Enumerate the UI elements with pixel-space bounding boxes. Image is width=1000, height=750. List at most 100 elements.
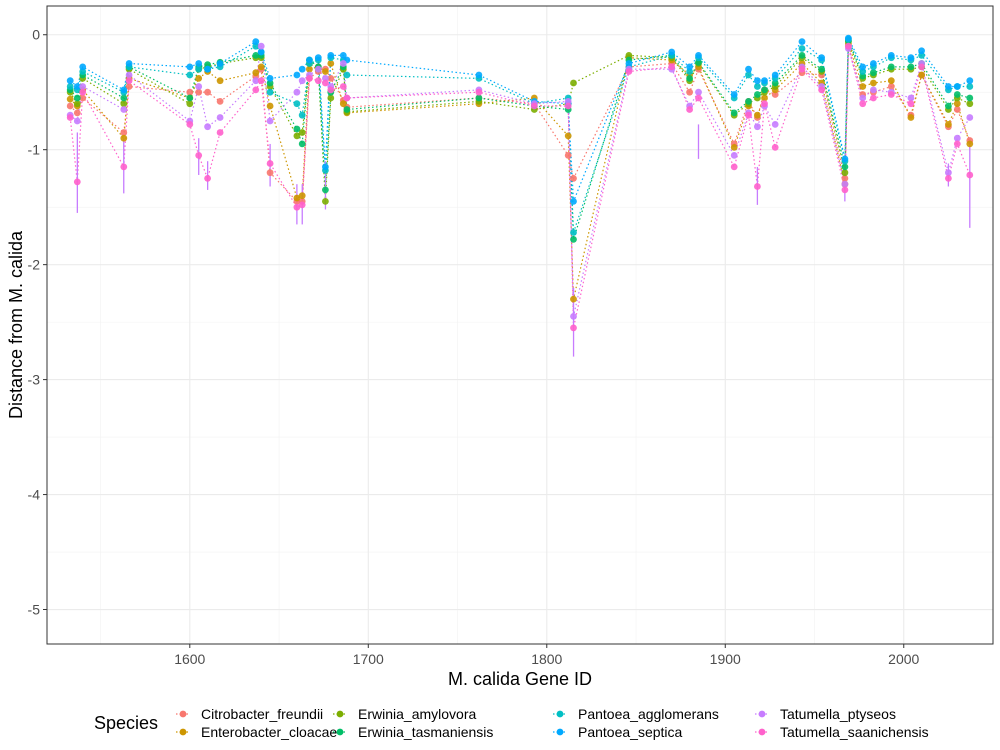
data-point xyxy=(266,75,274,82)
data-point xyxy=(887,91,895,98)
data-point xyxy=(120,86,128,94)
data-point xyxy=(945,175,952,182)
data-point xyxy=(686,75,693,82)
data-point xyxy=(530,102,538,110)
data-point xyxy=(322,186,329,194)
data-point xyxy=(761,100,768,108)
data-point xyxy=(745,98,752,105)
data-point xyxy=(761,86,768,94)
data-point xyxy=(314,65,322,73)
data-point xyxy=(730,91,738,98)
data-point xyxy=(966,94,974,102)
data-point xyxy=(298,201,306,209)
data-point xyxy=(186,63,194,71)
data-point xyxy=(953,134,961,142)
y-tick-label: -2 xyxy=(28,257,41,273)
data-point xyxy=(298,77,306,85)
data-point xyxy=(120,163,128,171)
data-point xyxy=(204,123,212,131)
data-point xyxy=(293,132,301,140)
data-point xyxy=(730,109,738,117)
data-point xyxy=(343,94,351,102)
data-point xyxy=(322,198,329,205)
data-point xyxy=(730,152,738,159)
legend-key-point xyxy=(758,710,766,718)
legend-label: Tatumella_saanichensis xyxy=(780,724,929,740)
data-point xyxy=(887,63,895,71)
data-point xyxy=(73,178,81,186)
data-point xyxy=(293,194,301,202)
data-point xyxy=(918,47,925,55)
data-point xyxy=(186,121,194,128)
data-point xyxy=(754,123,761,131)
data-point xyxy=(730,163,738,171)
data-point xyxy=(306,75,313,82)
data-point xyxy=(841,163,849,171)
data-point xyxy=(907,114,915,121)
legend-label: Tatumella_ptyseos xyxy=(780,706,896,722)
data-point xyxy=(730,144,738,151)
data-point xyxy=(475,88,483,96)
major-gridlines xyxy=(47,6,993,644)
data-point xyxy=(570,79,577,87)
data-point xyxy=(887,77,895,85)
data-point xyxy=(475,94,483,102)
data-point xyxy=(966,100,974,108)
data-point xyxy=(918,63,925,71)
data-point xyxy=(257,48,265,56)
data-point xyxy=(257,77,265,85)
data-point xyxy=(845,34,852,42)
data-point xyxy=(266,117,274,125)
data-point xyxy=(570,313,577,320)
data-point xyxy=(298,111,306,119)
data-point xyxy=(870,79,877,87)
data-point xyxy=(252,52,260,59)
legend-label: Pantoea_agglomerans xyxy=(578,706,719,722)
data-point xyxy=(686,88,693,96)
data-point xyxy=(66,77,74,85)
data-point xyxy=(120,94,128,102)
data-point xyxy=(761,77,768,85)
legend-key-point xyxy=(758,728,766,736)
data-point xyxy=(216,129,224,136)
data-point xyxy=(79,94,87,102)
data-point xyxy=(953,106,961,113)
data-point xyxy=(216,60,224,67)
y-axis-title: Distance from M. calida xyxy=(6,230,26,419)
data-point xyxy=(120,100,128,108)
data-point xyxy=(818,54,825,62)
data-point xyxy=(841,155,849,163)
data-point xyxy=(195,83,203,90)
data-point xyxy=(73,117,81,125)
data-point xyxy=(570,324,577,332)
data-point xyxy=(668,63,676,71)
data-point xyxy=(966,83,974,90)
data-point xyxy=(945,169,952,177)
data-point xyxy=(564,132,572,140)
data-point xyxy=(79,83,87,90)
data-point xyxy=(798,52,806,59)
data-point xyxy=(339,83,347,90)
data-point xyxy=(186,94,194,102)
data-point xyxy=(186,71,194,79)
data-point xyxy=(339,52,347,59)
data-point xyxy=(570,295,577,303)
data-point xyxy=(859,94,867,102)
data-point xyxy=(293,203,301,211)
plot-panel-border xyxy=(46,5,994,645)
data-point xyxy=(966,77,974,85)
data-point xyxy=(859,83,867,90)
series-line xyxy=(69,37,971,202)
data-point xyxy=(266,169,274,177)
data-point xyxy=(120,134,128,142)
data-point xyxy=(818,86,825,94)
legend-label: Pantoea_septica xyxy=(578,724,683,740)
data-point xyxy=(252,86,260,94)
data-point xyxy=(125,77,133,85)
x-tick-label: 1900 xyxy=(710,651,741,667)
data-point xyxy=(953,100,961,108)
data-point xyxy=(754,111,761,119)
data-point xyxy=(327,52,335,59)
data-point xyxy=(66,114,74,121)
